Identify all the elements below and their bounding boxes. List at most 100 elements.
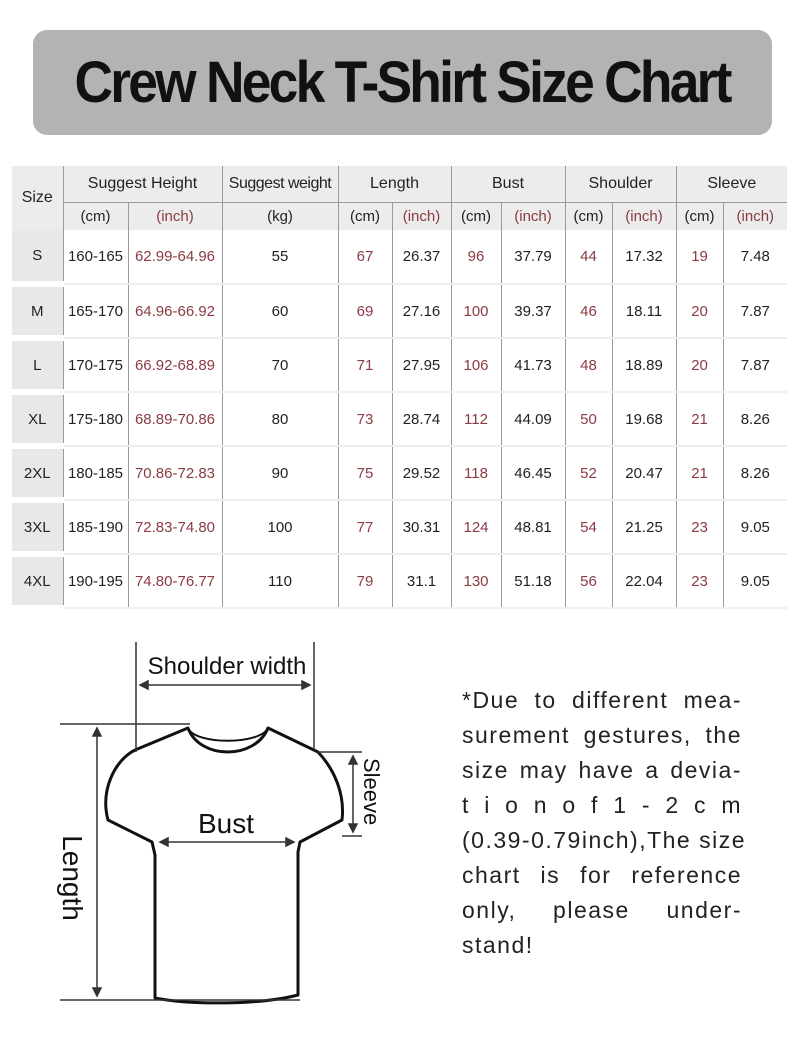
header-height: Suggest Height xyxy=(62,166,222,203)
note-line: chart is for reference xyxy=(462,862,742,888)
cell-height-inch: 68.89-70.86 xyxy=(127,392,222,447)
table-row: M 165-170 64.96-66.92 60 69 27.16 100 39.37 46 18… xyxy=(12,284,788,341)
unit-cm: (cm) xyxy=(450,202,501,230)
cell-sleeve-cm: 21 xyxy=(675,446,724,501)
cell-shoulder-cm: 56 xyxy=(564,554,613,609)
cell-sleeve-inch: 8.26 xyxy=(722,392,788,447)
cell-length-inch: 30.31 xyxy=(391,500,451,555)
cell-size: XL xyxy=(12,392,63,449)
cell-bust-inch: 44.09 xyxy=(500,392,566,447)
length-label: Length xyxy=(57,835,88,921)
cell-size: S xyxy=(12,230,63,287)
cell-height-cm: 170-175 xyxy=(62,338,128,393)
unit-inch: (inch) xyxy=(500,202,566,230)
unit-kg: (kg) xyxy=(221,202,338,230)
tshirt-outline-icon xyxy=(104,726,345,1005)
cell-shoulder-inch: 21.25 xyxy=(611,500,677,555)
cell-bust-cm: 124 xyxy=(450,500,501,555)
cell-length-inch: 27.95 xyxy=(391,338,451,393)
note-line: t i o n o f 1 - 2 c m xyxy=(462,792,742,818)
cell-length-cm: 69 xyxy=(337,284,392,339)
tshirt-diagram: Shoulder width Bust Sleeve Length xyxy=(57,642,384,1005)
cell-length-inch: 31.1 xyxy=(391,554,451,609)
cell-sleeve-cm: 20 xyxy=(675,338,724,393)
cell-height-inch: 72.83-74.80 xyxy=(127,500,222,555)
cell-shoulder-inch: 20.47 xyxy=(611,446,677,501)
cell-shoulder-inch: 17.32 xyxy=(611,230,677,285)
note-line: only, please under- xyxy=(462,897,742,923)
cell-length-cm: 79 xyxy=(337,554,392,609)
cell-weight-kg: 90 xyxy=(221,446,338,501)
cell-height-inch: 62.99-64.96 xyxy=(127,230,222,285)
cell-size: 4XL xyxy=(12,554,63,611)
cell-sleeve-inch: 9.05 xyxy=(722,500,788,555)
header-size: Size xyxy=(12,166,63,230)
note-line: *Due to different mea- xyxy=(462,687,742,713)
cell-length-cm: 75 xyxy=(337,446,392,501)
cell-shoulder-cm: 44 xyxy=(564,230,613,285)
cell-weight-kg: 70 xyxy=(221,338,338,393)
cell-size: M xyxy=(12,284,63,341)
header-length: Length xyxy=(337,166,451,203)
cell-length-inch: 27.16 xyxy=(391,284,451,339)
cell-shoulder-inch: 19.68 xyxy=(611,392,677,447)
cell-bust-cm: 100 xyxy=(450,284,501,339)
cell-shoulder-cm: 54 xyxy=(564,500,613,555)
cell-shoulder-inch: 18.11 xyxy=(611,284,677,339)
cell-sleeve-cm: 19 xyxy=(675,230,724,285)
cell-size: 3XL xyxy=(12,500,63,557)
cell-sleeve-cm: 20 xyxy=(675,284,724,339)
cell-sleeve-inch: 7.87 xyxy=(722,338,788,393)
cell-height-cm: 160-165 xyxy=(62,230,128,285)
cell-height-inch: 74.80-76.77 xyxy=(127,554,222,609)
note-line: surement gestures, the xyxy=(462,722,742,748)
cell-shoulder-cm: 48 xyxy=(564,338,613,393)
cell-weight-kg: 100 xyxy=(221,500,338,555)
cell-bust-inch: 48.81 xyxy=(500,500,566,555)
cell-sleeve-cm: 23 xyxy=(675,554,724,609)
cell-bust-inch: 37.79 xyxy=(500,230,566,285)
cell-bust-cm: 130 xyxy=(450,554,501,609)
cell-sleeve-inch: 7.87 xyxy=(722,284,788,339)
unit-cm: (cm) xyxy=(564,202,613,230)
cell-height-inch: 70.86-72.83 xyxy=(127,446,222,501)
cell-bust-cm: 118 xyxy=(450,446,501,501)
size-chart-table: Size Suggest Height Suggest weight Lengt… xyxy=(12,166,788,611)
cell-height-cm: 165-170 xyxy=(62,284,128,339)
cell-size: L xyxy=(12,338,63,395)
table-row: L 170-175 66.92-68.89 70 71 27.95 106 41.73 48 18… xyxy=(12,338,788,395)
cell-shoulder-cm: 52 xyxy=(564,446,613,501)
note-line: (0.39-0.79inch),The size xyxy=(462,827,747,853)
cell-height-inch: 64.96-66.92 xyxy=(127,284,222,339)
cell-sleeve-inch: 7.48 xyxy=(722,230,788,285)
cell-sleeve-cm: 23 xyxy=(675,500,724,555)
unit-cm: (cm) xyxy=(675,202,724,230)
cell-sleeve-inch: 9.05 xyxy=(722,554,788,609)
unit-inch: (inch) xyxy=(722,202,788,230)
note-line: stand! xyxy=(462,932,534,958)
title-banner: Crew Neck T-Shirt Size Chart xyxy=(33,30,772,135)
cell-bust-inch: 41.73 xyxy=(500,338,566,393)
cell-bust-inch: 39.37 xyxy=(500,284,566,339)
unit-cm: (cm) xyxy=(337,202,392,230)
cell-weight-kg: 110 xyxy=(221,554,338,609)
cell-bust-inch: 46.45 xyxy=(500,446,566,501)
header-shoulder: Shoulder xyxy=(564,166,677,203)
bust-label: Bust xyxy=(198,808,254,839)
note-line: size may have a devia- xyxy=(462,757,742,783)
cell-bust-cm: 96 xyxy=(450,230,501,285)
cell-shoulder-cm: 46 xyxy=(564,284,613,339)
cell-bust-cm: 106 xyxy=(450,338,501,393)
cell-shoulder-inch: 22.04 xyxy=(611,554,677,609)
measurement-note: *Due to different mea- surement gestures… xyxy=(462,683,747,963)
cell-bust-inch: 51.18 xyxy=(500,554,566,609)
cell-height-cm: 190-195 xyxy=(62,554,128,609)
sleeve-label: Sleeve xyxy=(359,758,384,825)
table-row: 4XL 190-195 74.80-76.77 110 79 31.1 130 51.18 56… xyxy=(12,554,788,611)
cell-weight-kg: 80 xyxy=(221,392,338,447)
table-row: S 160-165 62.99-64.96 55 67 26.37 96 37.79 44 17.… xyxy=(12,230,788,287)
cell-sleeve-inch: 8.26 xyxy=(722,446,788,501)
cell-weight-kg: 60 xyxy=(221,284,338,339)
cell-shoulder-cm: 50 xyxy=(564,392,613,447)
cell-length-cm: 77 xyxy=(337,500,392,555)
